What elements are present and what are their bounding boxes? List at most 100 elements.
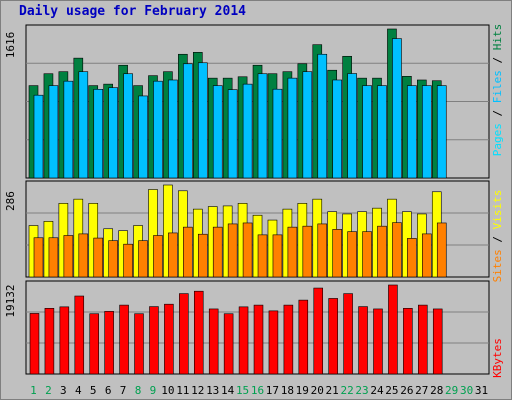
bar-kbytes-3 xyxy=(59,306,70,375)
day-label-1: 1 xyxy=(30,384,37,397)
bar-sites-9 xyxy=(153,235,163,278)
bar-sites-17 xyxy=(272,234,283,278)
day-label-9: 9 xyxy=(150,384,157,397)
bar-sites-23 xyxy=(362,231,372,278)
bar-visits-9 xyxy=(148,189,158,278)
bar-files-19 xyxy=(302,71,313,179)
bar-kbytes-20 xyxy=(313,287,324,375)
day-label-12: 12 xyxy=(191,384,204,397)
legend: KBytes xyxy=(491,338,504,378)
bar-files-22 xyxy=(347,73,357,179)
bar-kbytes-16 xyxy=(253,304,264,375)
bar-kbytes-21 xyxy=(328,298,338,375)
bar-kbytes-2 xyxy=(44,308,55,375)
bar-sites-27 xyxy=(422,233,432,278)
bar-kbytes-9 xyxy=(149,306,159,375)
legend: Sites / Visits xyxy=(491,190,504,283)
day-label-21: 21 xyxy=(326,384,339,397)
day-label-27: 27 xyxy=(415,384,428,397)
bar-files-14 xyxy=(227,89,238,179)
max-label-kbytes: 19132 xyxy=(4,284,17,317)
bar-sites-16 xyxy=(257,234,268,278)
bar-kbytes-22 xyxy=(343,293,353,375)
day-label-8: 8 xyxy=(135,384,142,397)
bar-files-11 xyxy=(183,63,193,179)
day-label-30: 30 xyxy=(460,384,473,397)
max-label-hits_files_pages: 1616 xyxy=(4,32,17,59)
day-label-19: 19 xyxy=(296,384,309,397)
bar-files-18 xyxy=(287,77,298,179)
bar-sites-11 xyxy=(183,226,193,278)
bar-sites-7 xyxy=(123,243,133,278)
bar-kbytes-24 xyxy=(373,308,383,375)
bar-sites-10 xyxy=(168,232,178,278)
bar-files-1 xyxy=(33,94,44,179)
day-label-18: 18 xyxy=(281,384,294,397)
bar-files-5 xyxy=(93,89,104,179)
bar-kbytes-6 xyxy=(104,311,114,375)
bar-files-3 xyxy=(63,80,74,179)
bar-files-27 xyxy=(422,85,432,179)
bar-sites-5 xyxy=(93,237,104,278)
bar-sites-18 xyxy=(287,226,298,278)
bar-sites-24 xyxy=(377,225,387,278)
legend-pages: Pages xyxy=(491,123,504,156)
day-label-4: 4 xyxy=(75,384,82,397)
bar-files-4 xyxy=(78,71,89,179)
bar-sites-1 xyxy=(33,237,44,278)
bar-kbytes-8 xyxy=(134,313,144,375)
day-label-26: 26 xyxy=(400,384,413,397)
bar-files-16 xyxy=(257,73,268,179)
day-label-10: 10 xyxy=(161,384,174,397)
bar-kbytes-25 xyxy=(388,284,398,375)
day-label-16: 16 xyxy=(251,384,264,397)
bar-kbytes-4 xyxy=(74,295,85,375)
bar-sites-20 xyxy=(317,223,328,278)
day-label-22: 22 xyxy=(340,384,353,397)
bar-sites-12 xyxy=(197,233,208,278)
legend-kbytes: KBytes xyxy=(491,338,504,378)
bar-kbytes-12 xyxy=(193,290,204,375)
legend-visits: Visits xyxy=(491,190,504,230)
bar-files-12 xyxy=(197,62,208,179)
bar-files-6 xyxy=(108,87,118,179)
bar-files-8 xyxy=(138,95,148,179)
bar-sites-3 xyxy=(63,235,74,278)
bar-kbytes-26 xyxy=(403,308,413,375)
bar-files-7 xyxy=(123,73,133,179)
bar-files-17 xyxy=(272,88,283,179)
bar-kbytes-13 xyxy=(208,308,219,375)
bar-sites-26 xyxy=(407,238,417,278)
bar-files-9 xyxy=(153,80,163,179)
bar-kbytes-23 xyxy=(358,306,368,375)
bar-sites-25 xyxy=(392,222,402,278)
bar-kbytes-17 xyxy=(268,310,279,375)
bar-files-26 xyxy=(407,85,417,179)
bar-kbytes-11 xyxy=(179,293,189,375)
bar-kbytes-1 xyxy=(29,313,40,375)
bar-sites-13 xyxy=(212,226,223,278)
bar-files-20 xyxy=(317,53,328,179)
bar-files-2 xyxy=(48,85,59,179)
day-label-24: 24 xyxy=(370,384,384,397)
bar-sites-22 xyxy=(347,231,357,278)
bar-files-13 xyxy=(212,85,223,179)
day-label-5: 5 xyxy=(90,384,97,397)
day-label-28: 28 xyxy=(430,384,443,397)
bar-files-24 xyxy=(377,85,387,179)
max-label-visits_sites: 286 xyxy=(4,191,17,211)
day-label-3: 3 xyxy=(60,384,67,397)
bar-sites-2 xyxy=(48,237,59,278)
bar-kbytes-5 xyxy=(89,313,99,375)
bar-kbytes-27 xyxy=(418,304,428,375)
day-label-2: 2 xyxy=(45,384,52,397)
bar-files-21 xyxy=(332,79,343,179)
bar-kbytes-18 xyxy=(283,304,294,375)
bar-sites-21 xyxy=(332,229,343,278)
day-label-29: 29 xyxy=(445,384,458,397)
bar-kbytes-28 xyxy=(432,308,443,375)
bar-sites-28 xyxy=(436,222,447,278)
legend: Pages / Files / Hits xyxy=(491,24,504,157)
bar-sites-6 xyxy=(108,240,118,278)
